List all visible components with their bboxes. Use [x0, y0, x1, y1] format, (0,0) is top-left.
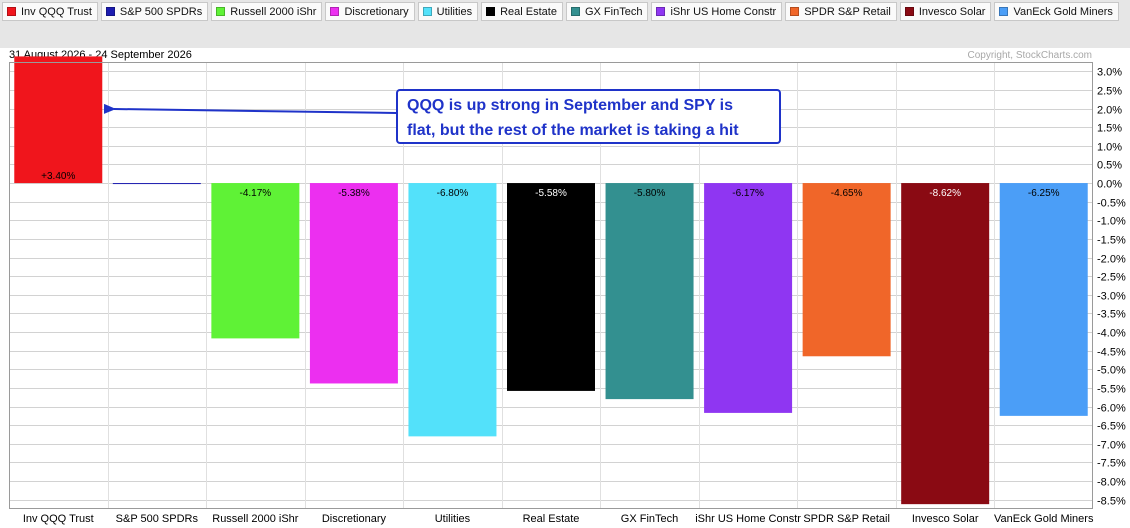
y-tick-label: -4.0% [1097, 328, 1126, 340]
bar-data-label: -6.17% [732, 188, 764, 199]
legend-item[interactable]: GX FinTech [565, 2, 649, 21]
y-tick-label: -5.0% [1097, 365, 1126, 377]
y-tick-label: -8.0% [1097, 477, 1126, 489]
y-tick-label: -2.0% [1097, 254, 1126, 266]
bar-data-label: -6.80% [437, 188, 469, 199]
legend-item[interactable]: Invesco Solar [899, 2, 992, 21]
legend-item[interactable]: Utilities [417, 2, 479, 21]
legend-swatch [105, 7, 115, 16]
bar [704, 183, 793, 413]
legend-label: Discretionary [344, 5, 409, 18]
annotation-arrow [103, 103, 397, 114]
y-tick-label: -1.5% [1097, 235, 1126, 247]
bar-data-label: -5.38% [338, 188, 370, 199]
legend-swatch [656, 7, 666, 16]
x-category-label: S&P 500 SPDRs [116, 513, 199, 525]
y-tick-label: -2.5% [1097, 272, 1126, 284]
bar-data-label: -5.80% [634, 188, 666, 199]
bar [802, 183, 891, 357]
bar [309, 183, 398, 384]
bar [112, 183, 201, 185]
legend-swatch [570, 7, 580, 16]
legend-label: Inv QQQ Trust [21, 5, 92, 18]
x-category-label: Utilities [435, 513, 471, 525]
bar [211, 183, 300, 339]
y-tick-label: 2.5% [1097, 86, 1122, 98]
legend-swatch [790, 7, 800, 16]
legend-label: Utilities [436, 5, 473, 18]
y-tick-label: 3.0% [1097, 67, 1122, 79]
x-category-label: Discretionary [322, 513, 387, 525]
bar [408, 183, 497, 437]
bar-data-label: -4.17% [240, 188, 272, 199]
y-tick-label: -7.5% [1097, 458, 1126, 470]
y-tick-label: -3.0% [1097, 291, 1126, 303]
legend-item[interactable]: Inv QQQ Trust [2, 2, 98, 21]
bar-data-label: -4.65% [831, 188, 863, 199]
legend-item[interactable]: Russell 2000 iShr [211, 2, 323, 21]
legend: Inv QQQ Trust S&P 500 SPDRs Russell 2000 i… [2, 2, 1119, 21]
legend-item[interactable]: SPDR S&P Retail [785, 2, 897, 21]
x-category-label: GX FinTech [621, 513, 678, 525]
x-category-label: SPDR S&P Retail [803, 513, 890, 525]
y-tick-label: -3.5% [1097, 309, 1126, 321]
y-tick-label: -5.5% [1097, 384, 1126, 396]
bar-data-label: +3.40% [41, 171, 75, 182]
y-tick-label: -6.0% [1097, 403, 1126, 415]
bar [14, 56, 103, 184]
legend-label: Real Estate [500, 5, 557, 18]
legend-item[interactable]: Real Estate [481, 2, 563, 21]
bar [605, 183, 694, 400]
legend-label: GX FinTech [584, 5, 643, 18]
legend-swatch [330, 7, 340, 16]
bar [999, 183, 1088, 416]
y-tick-label: 2.0% [1097, 105, 1122, 117]
bar-data-label: -6.25% [1028, 188, 1060, 199]
plot-border [9, 62, 1093, 509]
bar-data-label: -5.58% [535, 188, 567, 199]
y-tick-label: -0.5% [1097, 198, 1126, 210]
legend-item[interactable]: Discretionary [325, 2, 415, 21]
bar [507, 183, 595, 391]
y-tick-label: -8.5% [1097, 496, 1126, 508]
copyright-notice: Copyright, StockCharts.com [967, 50, 1093, 61]
x-category-label: Russell 2000 iShr [212, 513, 299, 525]
legend-item[interactable]: S&P 500 SPDRs [100, 2, 209, 21]
legend-label: SPDR S&P Retail [804, 5, 891, 18]
y-tick-label: 1.0% [1097, 142, 1122, 154]
legend-swatch [904, 7, 914, 16]
x-category-label: Invesco Solar [912, 513, 979, 525]
legend-bar: Inv QQQ Trust S&P 500 SPDRs Russell 2000 i… [0, 0, 1130, 48]
y-tick-label: 0.5% [1097, 160, 1122, 172]
x-category-label: iShr US Home Constr [695, 513, 801, 525]
x-category-label: Real Estate [523, 513, 580, 525]
legend-swatch [486, 7, 496, 16]
y-tick-label: 0.0% [1097, 179, 1122, 191]
y-tick-label: -4.5% [1097, 347, 1126, 359]
x-category-label: VanEck Gold Miners [994, 513, 1094, 525]
bar-data-label: -8.62% [929, 188, 961, 199]
legend-item[interactable]: VanEck Gold Miners [994, 2, 1119, 21]
legend-label: Russell 2000 iShr [230, 5, 317, 18]
annotation-box: QQQ is up strong in September and SPY is… [396, 89, 781, 144]
legend-swatch [422, 7, 432, 16]
bar [901, 183, 990, 505]
x-category-label: Inv QQQ Trust [23, 513, 94, 525]
y-tick-label: -1.0% [1097, 216, 1126, 228]
legend-label: S&P 500 SPDRs [119, 5, 203, 18]
legend-label: VanEck Gold Miners [1013, 5, 1113, 18]
y-tick-label: 1.5% [1097, 123, 1122, 135]
legend-item[interactable]: iShr US Home Constr [651, 2, 783, 21]
legend-swatch [7, 7, 16, 16]
legend-label: iShr US Home Constr [670, 5, 777, 18]
legend-swatch [216, 7, 226, 16]
y-tick-label: -6.5% [1097, 421, 1126, 433]
legend-label: Invesco Solar [918, 5, 986, 18]
legend-swatch [999, 7, 1009, 16]
y-tick-label: -7.0% [1097, 440, 1126, 452]
